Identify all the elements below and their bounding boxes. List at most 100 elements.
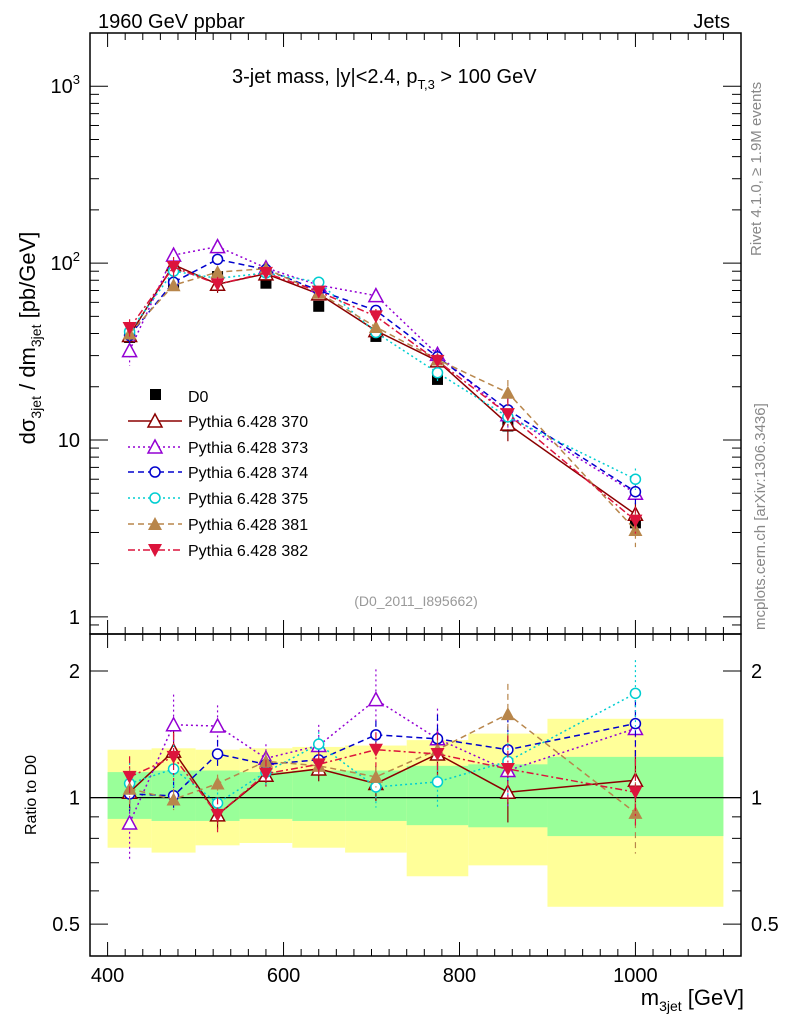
data-point <box>367 287 385 303</box>
ratio-y-tick-label-right: 2 <box>751 661 762 683</box>
ratio-panel-frame <box>89 633 742 957</box>
ratio-y-tick-label-left: 0.5 <box>52 914 80 936</box>
main-title-subscript: T,3 <box>417 77 434 92</box>
data-point <box>210 278 225 292</box>
legend-label-d0: D0 <box>188 389 209 406</box>
data-point <box>209 238 226 254</box>
legend-label-370: Pythia 6.428 370 <box>188 414 308 431</box>
ratio-data-point <box>166 792 181 806</box>
legend-label-374: Pythia 6.428 374 <box>188 465 308 482</box>
ratio-series-line <box>129 722 636 797</box>
legend-entry-375: Pythia 6.428 375 <box>128 491 308 508</box>
data-point <box>211 253 224 266</box>
ratio-data-point <box>122 770 137 784</box>
ratio-series-line <box>128 698 636 824</box>
ratio-y-tick-label-right: 1 <box>751 788 762 810</box>
ratio-data-point <box>209 717 226 733</box>
x-axis-label: m3jet [GeV] <box>641 985 744 1014</box>
data-point <box>313 300 325 312</box>
data-point <box>311 285 326 299</box>
ratio-data-point <box>431 776 444 788</box>
x-tick-label: 600 <box>267 965 300 987</box>
ratio-series-layer <box>121 660 644 860</box>
y-tick-label: 10 <box>58 430 80 452</box>
header-left: 1960 GeV ppbar <box>98 11 245 33</box>
ratio-data-point <box>629 687 642 700</box>
ratio-data-point <box>367 691 385 707</box>
ratio-data-point <box>165 716 182 732</box>
data-point <box>122 321 137 335</box>
data-point <box>629 485 642 498</box>
legend-marker-381 <box>148 517 162 530</box>
main-title-text: 3-jet mass, |y|<2.4, p <box>232 66 417 88</box>
ratio-series-line <box>129 692 636 805</box>
legend-entry-d0: D0 <box>150 389 209 406</box>
ratio-data-point <box>166 750 181 764</box>
ratio-data-point <box>121 814 138 830</box>
ratio-y-tick-label-left: 1 <box>69 788 80 810</box>
data-point <box>499 415 517 431</box>
data-point <box>121 342 138 358</box>
data-point <box>430 354 445 368</box>
data-point <box>368 320 383 334</box>
y-tick-label: 103 <box>51 72 80 98</box>
main-title-tail: > 100 GeV <box>435 66 537 88</box>
legend-entry-382: Pythia 6.428 382 <box>128 543 308 560</box>
data-point <box>166 261 181 275</box>
legend-entry-370: Pythia 6.428 370 <box>128 412 308 431</box>
legend-entry-374: Pythia 6.428 374 <box>128 465 308 482</box>
legend-entry-373: Pythia 6.428 373 <box>128 438 308 457</box>
ratio-uncertainty-bands <box>90 718 741 907</box>
ratio-data-point <box>500 707 515 721</box>
ratio-data-point <box>210 776 225 790</box>
y-tick-label: 1 <box>69 607 80 629</box>
legend-label-381: Pythia 6.428 381 <box>188 517 308 534</box>
legend-marker-373 <box>146 438 164 454</box>
legend-label-373: Pythia 6.428 373 <box>188 440 308 457</box>
ratio-y-tick-label-left: 2 <box>69 661 80 683</box>
legend-marker-375 <box>149 492 161 504</box>
y-axis-label-a-sub: 3jet <box>28 396 44 419</box>
y-tick-label: 102 <box>51 249 80 275</box>
x-tick-label: 800 <box>443 965 476 987</box>
ratio-data-point <box>258 767 273 781</box>
ratio-data-point <box>628 805 643 819</box>
series-line <box>129 267 636 531</box>
series-line <box>128 245 636 494</box>
data-point <box>628 522 643 536</box>
legend-marker-374 <box>149 466 161 478</box>
legend-marker-382 <box>148 544 162 557</box>
legend-entry-381: Pythia 6.428 381 <box>128 517 308 534</box>
y-axis-label-c: [pb/GeV] <box>15 232 40 325</box>
ratio-data-point <box>211 748 224 760</box>
ratio-data-point <box>628 786 643 800</box>
header-right: Jets <box>693 11 730 33</box>
ratio-data-point <box>430 747 445 761</box>
axis-ticks: 400 600 800 1000 1 10 102 103 0.5 0.5 1 1 2 2 <box>51 32 779 987</box>
ratio-data-point <box>500 762 515 776</box>
main-series-layer <box>121 238 644 548</box>
ratio-data-point <box>210 808 225 822</box>
y-axis-label-b-sub: 3jet <box>28 324 44 347</box>
ratio-series-line <box>129 748 636 816</box>
x-axis-label-a-sub: 3jet <box>659 998 682 1014</box>
legend-label-375: Pythia 6.428 375 <box>188 491 308 508</box>
legend-marker-370 <box>146 412 164 428</box>
y-axis-label-b: / dm <box>15 347 40 396</box>
x-tick-label: 1000 <box>613 965 658 987</box>
x-axis-label-a: m <box>641 985 659 1010</box>
main-title: 3-jet mass, |y|<2.4, pT,3 > 100 GeV <box>232 66 537 92</box>
y-axis-label: dσ3jet / dm3jet [pb/GeV] <box>15 232 44 445</box>
x-axis-label-b: [GeV] <box>682 985 744 1010</box>
legend-marker-d0 <box>150 389 161 400</box>
y-axis-label-a: dσ <box>15 418 40 444</box>
ratio-data-point <box>311 758 326 772</box>
rivet-label: Rivet 4.1.0, ≥ 1.9M events <box>748 82 765 256</box>
data-point <box>166 278 181 292</box>
mcplots-label: mcplots.cern.ch [arXiv:1306.3436] <box>752 403 769 630</box>
data-point <box>258 266 273 280</box>
x-tick-label: 400 <box>91 965 124 987</box>
ratio-data-point <box>629 717 642 730</box>
ratio-data-point <box>312 738 325 750</box>
